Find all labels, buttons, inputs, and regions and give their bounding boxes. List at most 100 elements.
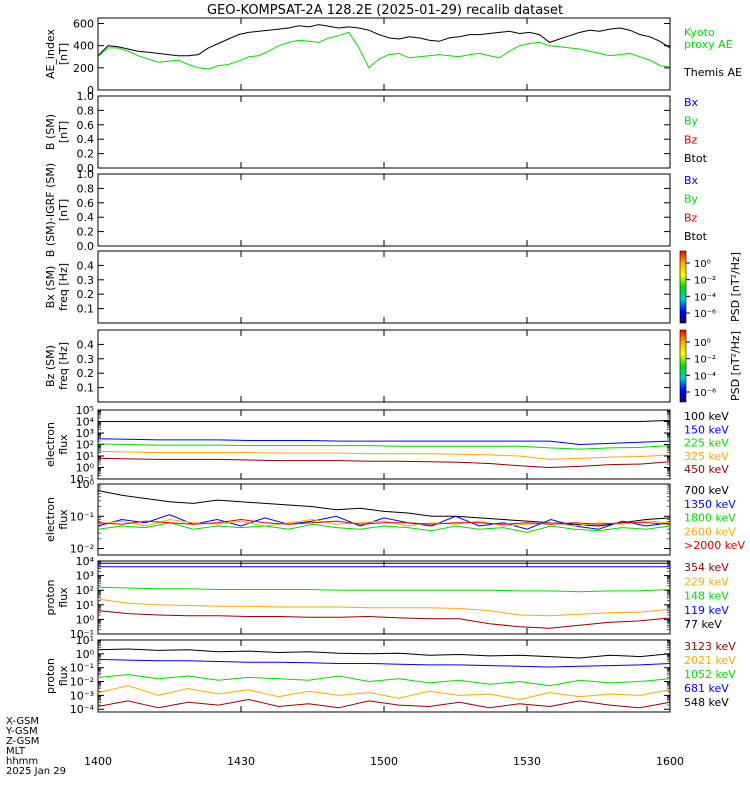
x-tick-label: 1500 — [370, 755, 398, 768]
series-line — [97, 457, 671, 469]
legend-entry: 681 keV — [684, 682, 729, 695]
y-tick-label: 0.4 — [77, 211, 95, 224]
y-tick-label: 10¹ — [76, 450, 94, 463]
y-axis-label: flux — [57, 509, 70, 530]
y-tick-label: 0.1 — [77, 303, 95, 316]
x-tick-label: 1600 — [656, 755, 684, 768]
legend-entry: Bz — [684, 133, 698, 146]
y-axis-label: AE_index — [44, 28, 57, 79]
x-row-label: Z-GSM — [6, 736, 39, 747]
panel-frame — [97, 329, 671, 403]
y-tick-label: 10⁻⁴ — [70, 703, 95, 716]
legend-entry: 100 keV — [684, 410, 729, 423]
colorbar-tick-label: 10⁻⁶ — [694, 388, 716, 399]
y-axis-label: electron — [44, 422, 57, 467]
y-tick-label: 0.6 — [77, 197, 95, 210]
legend-entry: 1800 keV — [684, 512, 736, 525]
x-row-label: Y-GSM — [5, 726, 38, 737]
series-line — [97, 522, 671, 533]
legend-entry: proxy AE — [684, 38, 733, 51]
series-line — [97, 698, 671, 709]
x-row-label: 2025 Jan 29 — [6, 766, 66, 777]
y-tick-label: 10⁻¹ — [70, 662, 94, 675]
legend-entry: 354 keV — [684, 561, 729, 574]
x-row-label: hhmm — [6, 756, 38, 767]
y-tick-label: 10⁻² — [70, 676, 94, 689]
y-tick-label: 10⁰ — [76, 462, 95, 475]
x-row-label: X-GSM — [6, 716, 39, 727]
y-tick-label: 0.1 — [77, 382, 95, 395]
colorbar-tick-label: 10⁻² — [694, 355, 716, 366]
y-tick-label: 10⁰ — [76, 648, 95, 661]
panel-frame — [97, 17, 671, 91]
series-line — [97, 518, 671, 525]
y-tick-label: 10⁻¹ — [70, 473, 94, 486]
x-tick-label: 1430 — [227, 755, 255, 768]
y-tick-label: 10¹ — [76, 599, 94, 612]
x-row-label: MLT — [6, 746, 26, 757]
legend-entry: Btot — [684, 152, 708, 165]
y-axis-label: proton — [44, 579, 57, 615]
y-tick-label: 10³ — [76, 570, 94, 583]
y-tick-label: 10⁰ — [76, 478, 95, 491]
colorbar-label: PSD [nT²/Hz] — [729, 331, 742, 401]
series-line — [97, 490, 671, 527]
y-tick-label: 10⁻² — [70, 543, 94, 556]
y-tick-label: 10⁵ — [76, 404, 94, 417]
legend-entry: Bx — [684, 174, 699, 187]
x-tick-label: 1400 — [84, 755, 112, 768]
y-tick-label: 600 — [73, 18, 94, 31]
y-axis-label: proton — [44, 658, 57, 694]
panel-bsm: 1.00.8 0.60.4 0.20.0 B (SM) [nT] Bx By Bz Btot — [44, 90, 708, 175]
y-tick-label: 200 — [73, 62, 94, 75]
series-line — [97, 674, 671, 687]
series-line — [97, 450, 671, 460]
legend-entry: Btot — [684, 230, 708, 243]
legend-entry: Themis AE — [683, 66, 742, 79]
y-axis-label: Bz (SM) — [44, 345, 57, 387]
y-tick-label: 10⁻³ — [70, 689, 94, 702]
series-line — [97, 443, 671, 450]
legend-entry: 450 keV — [684, 463, 729, 476]
series-line — [97, 438, 671, 446]
y-tick-label: 0.2 — [77, 288, 95, 301]
y-tick-label: 0.0 — [77, 240, 95, 253]
x-axis: 1400 1430 1500 1530 1600 X-GSMY-GSMZ-GSMMLThh… — [5, 716, 684, 777]
colorbar-tick-label: 10⁻⁴ — [694, 371, 716, 382]
panel-frame — [97, 95, 671, 169]
legend-entry: 325 keV — [684, 450, 729, 463]
y-tick-label: 0.2 — [77, 148, 95, 161]
y-tick-label: 10² — [76, 584, 94, 597]
y-tick-label: 10⁰ — [76, 613, 95, 626]
colorbar-tick-label: 10⁰ — [694, 259, 711, 270]
legend-entry: 548 keV — [684, 696, 729, 709]
y-axis-label: B (SM) — [44, 114, 57, 150]
legend-entry: 2600 keV — [684, 525, 736, 538]
panel-bxspec: 0.4 0.30.2 0.1 Bx (SM) freq [Hz] 10⁰ 10⁻² 10⁻⁴ 1… — [44, 250, 742, 324]
y-tick-label: 10⁻¹ — [70, 628, 94, 641]
x-tick-label: 1530 — [513, 755, 541, 768]
legend-entry: 1052 keV — [684, 668, 736, 681]
legend-entry: 1350 keV — [684, 498, 736, 511]
colorbar-tick-label: 10⁻² — [694, 276, 716, 287]
legend-entry: Bx — [684, 96, 699, 109]
series-line — [98, 419, 671, 422]
y-tick-label: 10⁻¹ — [70, 510, 94, 523]
colorbar-label: PSD [nT²/Hz] — [729, 252, 742, 322]
colorbar-tick-label: 10⁰ — [694, 338, 711, 349]
legend-entry: 77 keV — [684, 618, 722, 631]
panel-bzspec: 0.4 0.30.2 0.1 Bz (SM) freq [Hz] 10⁰ 10⁻² 10⁻⁴ 1… — [44, 329, 742, 403]
y-tick-label: 10¹ — [76, 634, 94, 647]
y-tick-label: 10² — [76, 439, 94, 452]
y-tick-label: 1.0 — [77, 90, 95, 103]
legend-entry: Kyoto — [684, 26, 715, 39]
legend-entry: 3123 keV — [684, 640, 736, 653]
y-tick-label: 0.8 — [77, 182, 95, 195]
y-tick-label: 0.3 — [77, 274, 95, 287]
colorbar-tick-label: 10⁻⁴ — [694, 292, 716, 303]
y-tick-label: 0.8 — [77, 104, 95, 117]
